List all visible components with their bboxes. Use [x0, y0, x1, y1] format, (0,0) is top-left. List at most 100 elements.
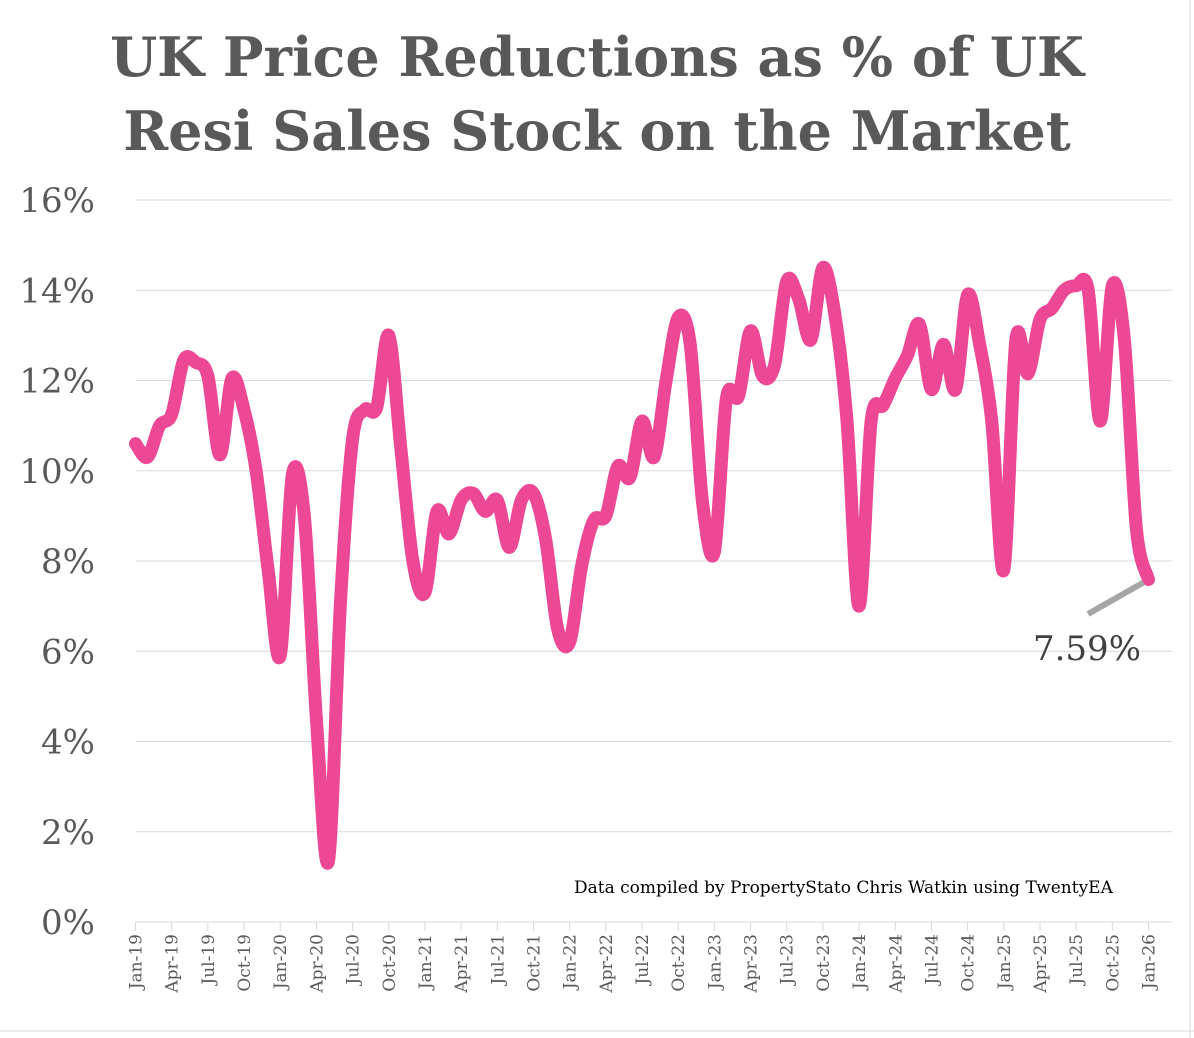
data-point: [292, 475, 293, 476]
y-tick-label: 10%: [19, 452, 95, 492]
y-tick-label: 4%: [41, 723, 95, 763]
x-tick-label: Jan-24: [850, 934, 870, 991]
data-point: [159, 425, 160, 426]
x-tick-label: Apr-19: [163, 934, 183, 994]
annotation-leader-line: [1086, 579, 1145, 617]
x-tick-label: Apr-25: [1031, 934, 1051, 994]
data-point: [690, 344, 691, 345]
y-tick-label: 8%: [41, 542, 95, 582]
y-tick-label: 14%: [19, 271, 95, 311]
data-point: [1124, 339, 1125, 340]
chart-title-line-1: UK Price Reductions as % of UK: [110, 25, 1086, 89]
data-point: [1027, 373, 1028, 374]
data-point: [364, 409, 365, 410]
data-point: [135, 443, 136, 444]
data-point: [967, 294, 968, 295]
data-point: [195, 362, 196, 363]
data-point: [388, 335, 389, 336]
data-point: [400, 448, 401, 449]
data-point: [726, 398, 727, 399]
data-point: [931, 389, 932, 390]
data-point: [678, 317, 679, 318]
y-tick-label: 2%: [41, 813, 95, 853]
data-point: [280, 655, 281, 656]
data-point: [654, 457, 655, 458]
data-point: [545, 538, 546, 539]
x-tick-label: Apr-24: [886, 934, 906, 994]
data-point: [629, 477, 630, 478]
data-point: [424, 592, 425, 593]
data-point: [412, 561, 413, 562]
data-point: [714, 551, 715, 552]
data-point: [822, 267, 823, 268]
data-point: [219, 454, 220, 455]
y-tick-label: 12%: [19, 362, 95, 402]
data-point: [533, 493, 534, 494]
x-tick-label: Oct-22: [669, 934, 689, 992]
data-point: [316, 718, 317, 719]
series-group: [129, 261, 1155, 870]
x-tick-label: Jul-20: [344, 934, 364, 987]
data-point: [581, 565, 582, 566]
data-point: [231, 378, 232, 379]
x-tick-label: Oct-25: [1103, 934, 1123, 992]
x-tick-label: Oct-21: [524, 934, 544, 992]
data-point: [738, 396, 739, 397]
x-tick-label: Jan-20: [271, 934, 291, 991]
data-point: [569, 642, 570, 643]
data-point: [1088, 290, 1089, 291]
data-point: [485, 511, 486, 512]
data-point: [605, 515, 606, 516]
data-point: [907, 355, 908, 356]
data-point: [244, 409, 245, 410]
x-tick-label: Apr-20: [307, 934, 327, 994]
data-point: [473, 493, 474, 494]
data-point: [509, 547, 510, 548]
data-point: [207, 375, 208, 376]
x-tick-label: Oct-23: [814, 934, 834, 992]
data-point: [1015, 339, 1016, 340]
data-point: [497, 500, 498, 501]
data-point: [834, 315, 835, 316]
data-point: [449, 533, 450, 534]
data-point: [461, 500, 462, 501]
x-tick-label: Jul-23: [778, 934, 798, 987]
x-tick-label: Apr-23: [742, 934, 762, 994]
data-credit: Data compiled by PropertyStato Chris Wat…: [574, 878, 1114, 898]
x-tick-label: Apr-21: [452, 934, 472, 994]
data-point: [919, 324, 920, 325]
data-point: [871, 421, 872, 422]
data-point: [774, 364, 775, 365]
x-tick-label: Oct-19: [235, 934, 255, 992]
data-point: [328, 861, 329, 862]
data-point: [557, 628, 558, 629]
data-point: [991, 421, 992, 422]
data-point: [340, 601, 341, 602]
data-point: [436, 511, 437, 512]
data-point: [1100, 421, 1101, 422]
x-tick-label: Jan-22: [561, 934, 581, 991]
x-tick-label: Jul-19: [199, 934, 219, 987]
data-point: [1076, 285, 1077, 286]
data-point: [786, 281, 787, 282]
data-point: [1003, 570, 1004, 571]
data-point: [268, 570, 269, 571]
x-tick-label: Jul-22: [633, 934, 653, 987]
data-point: [642, 421, 643, 422]
chart-title-line-2: Resi Sales Stock on the Market: [123, 99, 1070, 163]
data-point: [521, 500, 522, 501]
data-point: [810, 339, 811, 340]
x-tick-label: Jan-26: [1140, 934, 1160, 991]
data-point: [304, 515, 305, 516]
data-point: [762, 375, 763, 376]
data-point: [750, 330, 751, 331]
data-point: [1148, 579, 1149, 580]
data-point: [1052, 308, 1053, 309]
y-axis: 0% 2% 4% 6% 8% 10% 12% 14% 16%: [19, 181, 95, 943]
data-point: [1136, 529, 1137, 530]
x-tick-label: Jul-25: [1067, 934, 1087, 987]
x-tick-label: Jan-21: [416, 934, 436, 991]
x-axis: Jan-19 Apr-19 Jul-19 Oct-19 Jan-20 Apr-20 Jul-…: [127, 922, 1160, 994]
data-point: [1064, 290, 1065, 291]
